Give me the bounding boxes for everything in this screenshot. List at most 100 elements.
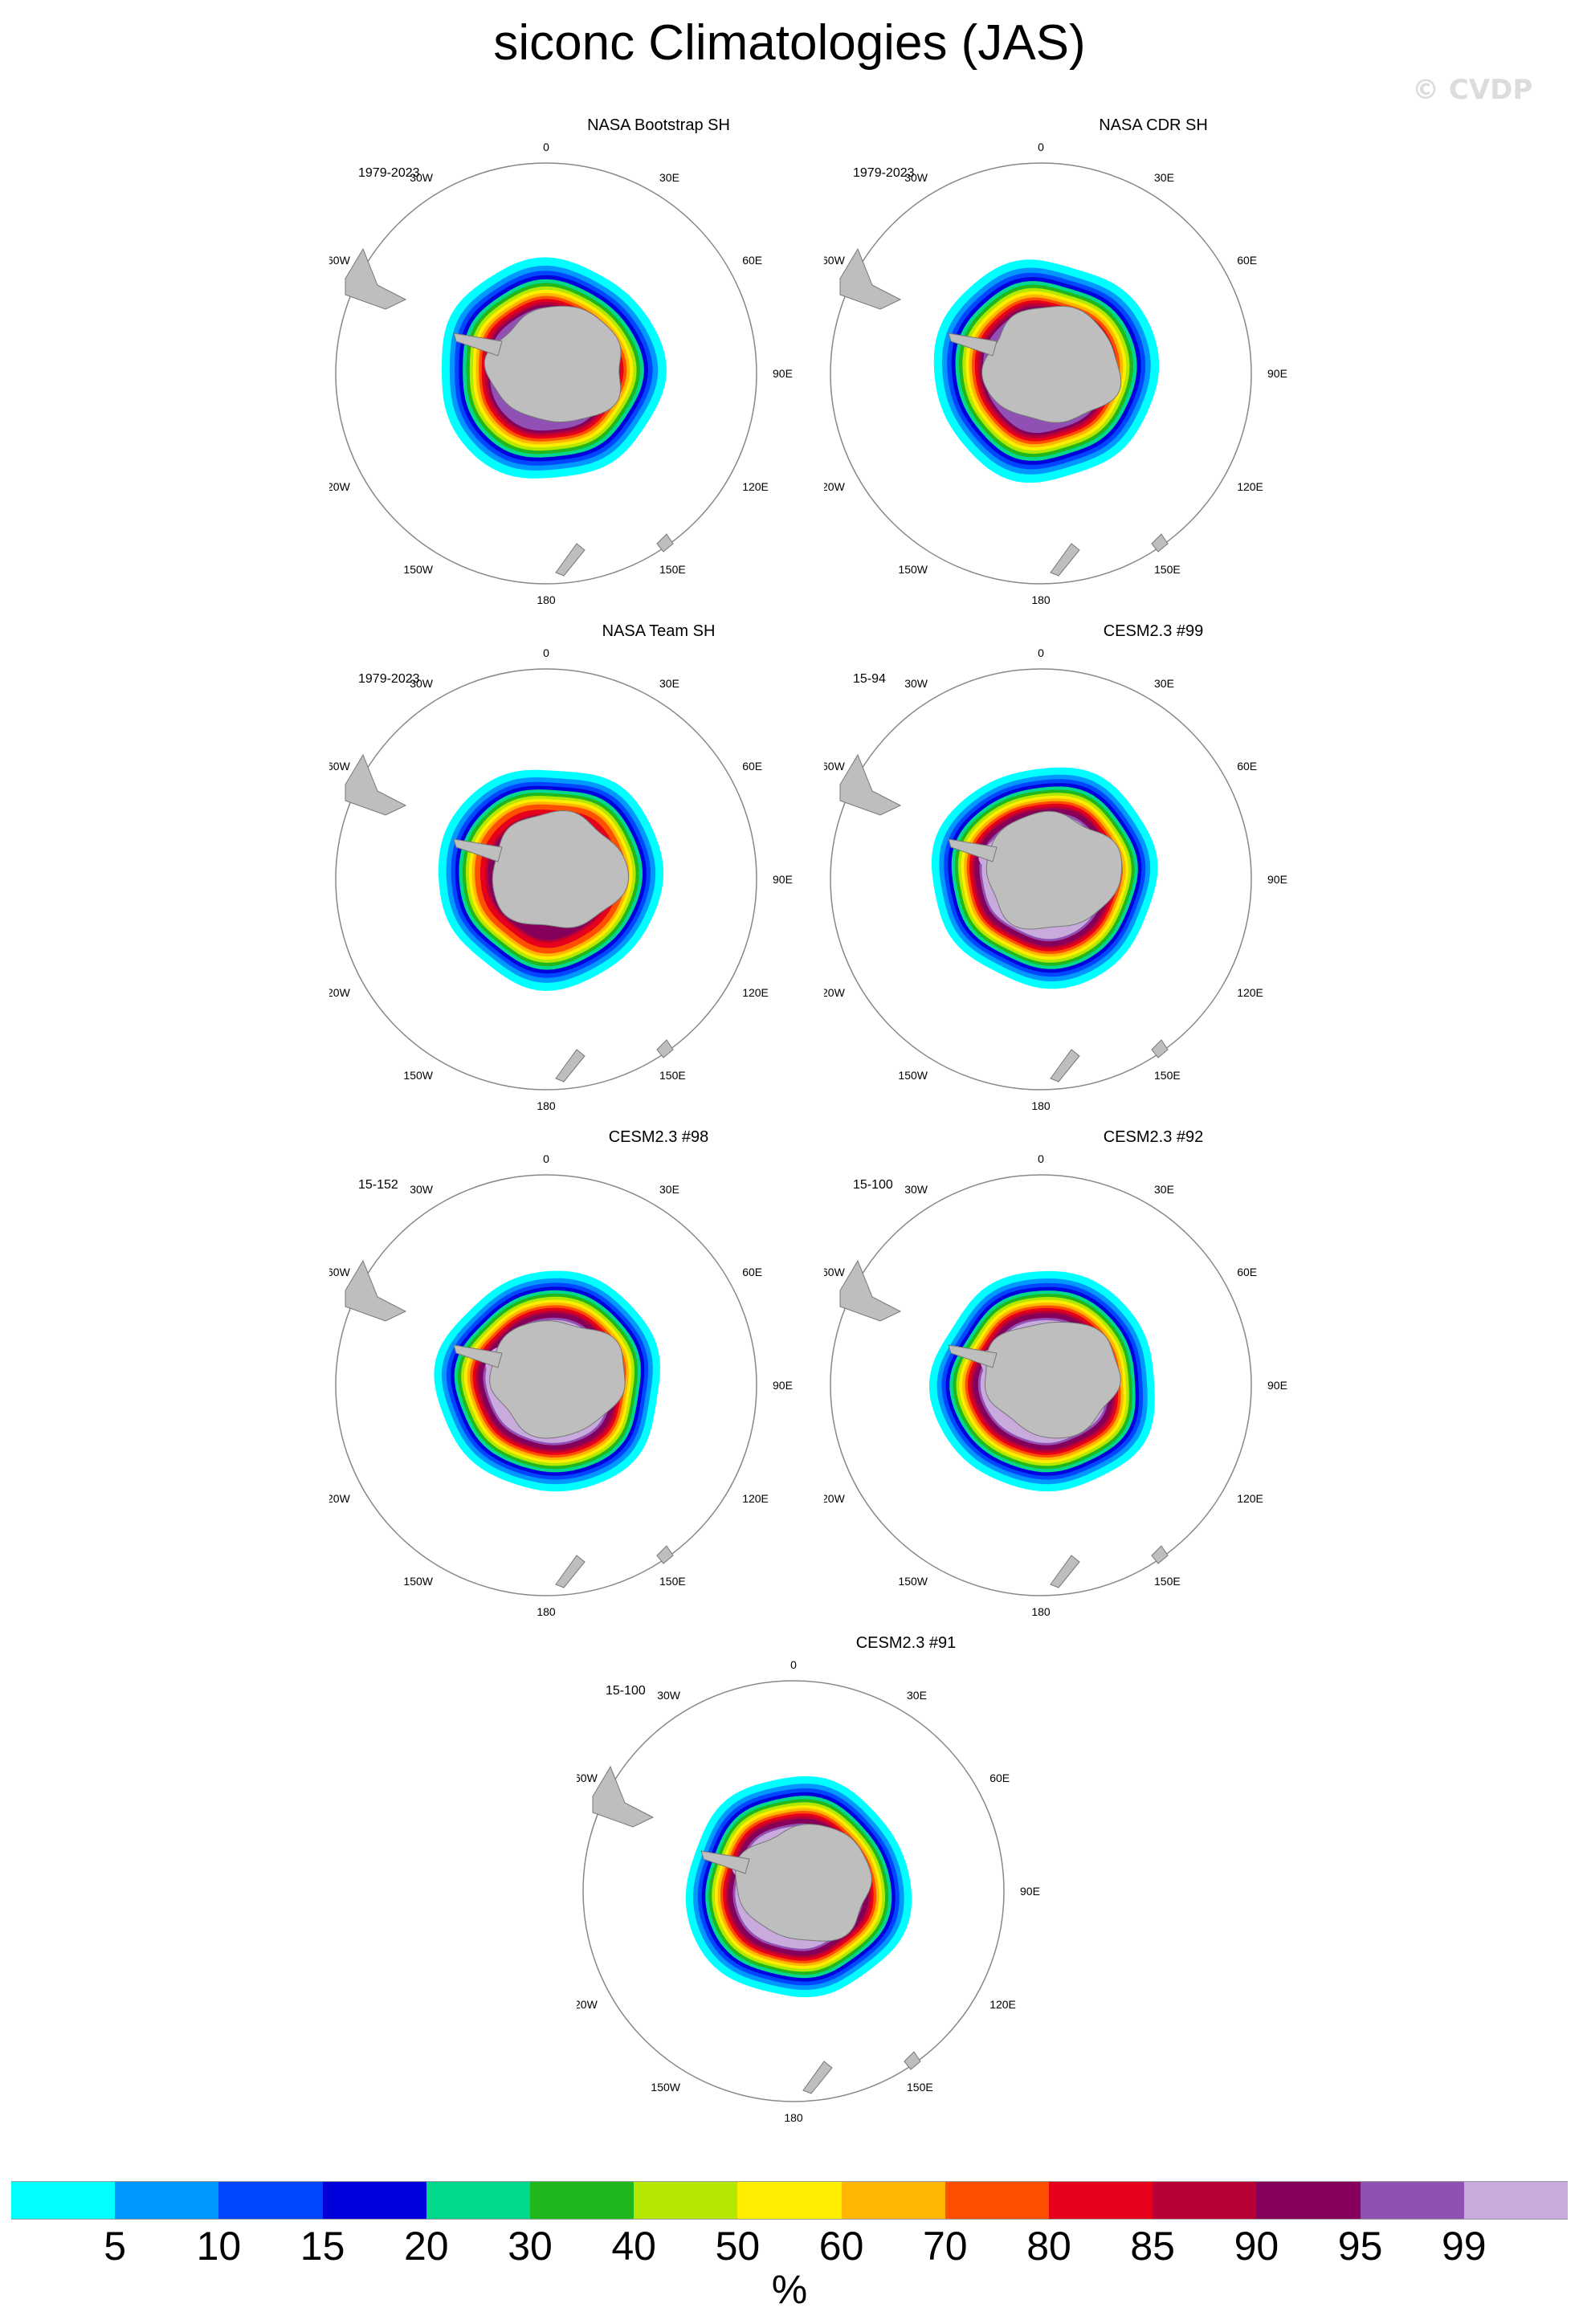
longitude-label: 60E — [742, 760, 762, 773]
south-america-landmass — [345, 247, 407, 310]
longitude-label: 0 — [543, 141, 549, 153]
new-zealand-landmass — [802, 2061, 833, 2094]
colorbar-box — [945, 2182, 1050, 2219]
new-zealand-landmass — [555, 543, 585, 577]
longitude-label: 60E — [742, 1266, 762, 1278]
longitude-label: 150E — [659, 1575, 686, 1588]
map-panel: CESM2.3 #99 15-94 0 30E 60E 90E 120E 150E 180 150… — [824, 622, 1483, 1120]
antarctica-landmass — [981, 305, 1122, 423]
antarctic-peninsula — [453, 332, 503, 357]
longitude-label: 120E — [989, 1998, 1016, 2011]
longitude-label: 150E — [659, 563, 686, 576]
colorbar-tick-label: 20 — [403, 2224, 449, 2269]
colorbar-box — [634, 2182, 738, 2219]
longitude-label: 60W — [329, 254, 351, 267]
longitude-label: 120W — [824, 480, 846, 493]
polar-map: 030E60E90E120E150E180150W120W90W60W30W — [329, 141, 793, 606]
colorbar-box — [322, 2182, 426, 2219]
watermark: © CVDP — [1412, 74, 1533, 106]
tasmania-landmass — [656, 533, 674, 552]
colorbar-box — [1153, 2182, 1257, 2219]
longitude-label: 180 — [537, 1099, 556, 1112]
tasmania-landmass — [656, 1039, 674, 1058]
panel-period: 15-152 — [358, 1178, 398, 1192]
longitude-label: 120W — [329, 480, 351, 493]
longitude-label: 0 — [543, 1152, 549, 1165]
colorbar-tick-label: 85 — [1130, 2224, 1175, 2269]
longitude-label: 180 — [537, 1605, 556, 1618]
colorbar — [11, 2181, 1569, 2220]
colorbar-tick-label: 60 — [818, 2224, 864, 2269]
panel-period: 1979-2023 — [358, 166, 420, 180]
longitude-label: 30W — [657, 1689, 681, 1702]
colorbar-box — [530, 2182, 634, 2219]
new-zealand-landmass — [1050, 543, 1080, 577]
longitude-label: 90E — [773, 367, 793, 380]
south-america-landmass — [839, 1259, 902, 1322]
antarctic-peninsula — [453, 1344, 503, 1368]
longitude-label: 120W — [824, 1492, 846, 1505]
antarctica-landmass — [489, 1320, 626, 1439]
longitude-label: 30W — [904, 677, 928, 690]
longitude-label: 30E — [1154, 677, 1174, 690]
tasmania-landmass — [1151, 1545, 1169, 1564]
antarctic-peninsula — [700, 1850, 750, 1874]
antarctic-peninsula — [948, 838, 998, 862]
longitude-label: 30W — [410, 677, 434, 690]
new-zealand-landmass — [555, 1049, 585, 1082]
longitude-label: 60W — [824, 760, 846, 773]
polar-map: 030E60E90E120E150E180150W120W90W60W30W — [329, 646, 793, 1112]
south-america-landmass — [592, 1765, 655, 1828]
colorbar-unit: % — [771, 2267, 808, 2312]
antarctica-landmass — [984, 1321, 1121, 1439]
panel-title: CESM2.3 #98 — [608, 1128, 709, 1146]
polar-map: 030E60E90E120E150E180150W120W90W60W30W — [577, 1658, 1040, 2124]
longitude-label: 180 — [537, 593, 556, 606]
longitude-label: 90E — [1020, 1885, 1040, 1898]
longitude-label: 60E — [1237, 760, 1257, 773]
panel-title: CESM2.3 #92 — [1103, 1128, 1204, 1146]
panel-title: NASA CDR SH — [1099, 116, 1208, 134]
longitude-label: 150E — [907, 2081, 933, 2094]
colorbar-tick-label: 10 — [196, 2224, 242, 2269]
longitude-label: 0 — [1038, 646, 1044, 659]
polar-map: 030E60E90E120E150E180150W120W90W60W30W — [824, 141, 1287, 606]
colorbar-tick-label: 5 — [104, 2224, 127, 2269]
longitude-label: 30E — [907, 1689, 927, 1702]
longitude-label: 0 — [1038, 141, 1044, 153]
tasmania-landmass — [1151, 1039, 1169, 1058]
longitude-label: 180 — [1031, 593, 1051, 606]
new-zealand-landmass — [555, 1555, 585, 1588]
map-panel: NASA CDR SH 1979-2023 0 30E 60E 90E 120E 150E 18… — [824, 116, 1483, 614]
antarctica-landmass — [483, 305, 622, 423]
longitude-label: 120W — [329, 1492, 351, 1505]
longitude-label: 30E — [659, 171, 679, 184]
longitude-label: 60E — [1237, 254, 1257, 267]
colorbar-tick-label: 99 — [1441, 2224, 1487, 2269]
south-america-landmass — [345, 753, 407, 816]
colorbar-labels: 5 10 15 20 30 40 50 60 70 80 85 90 95 99 — [11, 2223, 1568, 2271]
longitude-label: 30E — [1154, 1183, 1174, 1196]
tasmania-landmass — [1151, 533, 1169, 552]
polar-map: 030E60E90E120E150E180150W120W90W60W30W — [824, 1152, 1287, 1618]
longitude-label: 90E — [773, 1379, 793, 1392]
longitude-label: 150W — [403, 563, 433, 576]
colorbar-box — [11, 2182, 116, 2219]
longitude-label: 150E — [1154, 563, 1181, 576]
longitude-label: 120E — [1237, 986, 1263, 999]
panel-title: NASA Bootstrap SH — [587, 116, 730, 134]
longitude-label: 60E — [742, 254, 762, 267]
antarctic-peninsula — [453, 838, 503, 862]
longitude-label: 30E — [659, 677, 679, 690]
longitude-label: 150E — [1154, 1069, 1181, 1082]
map-panel: CESM2.3 #91 15-100 0 30E 60E 90E 120E 150E 180 15… — [577, 1634, 1235, 2132]
colorbar-box — [841, 2182, 945, 2219]
longitude-label: 60W — [329, 1266, 351, 1278]
longitude-label: 180 — [1031, 1099, 1051, 1112]
panel-period: 1979-2023 — [853, 166, 915, 180]
panel-period: 15-100 — [853, 1178, 893, 1192]
colorbar-tick-label: 90 — [1234, 2224, 1279, 2269]
polar-map: 030E60E90E120E150E180150W120W90W60W30W — [824, 646, 1287, 1112]
panel-title: CESM2.3 #99 — [1103, 622, 1204, 640]
longitude-label: 120E — [1237, 480, 1263, 493]
